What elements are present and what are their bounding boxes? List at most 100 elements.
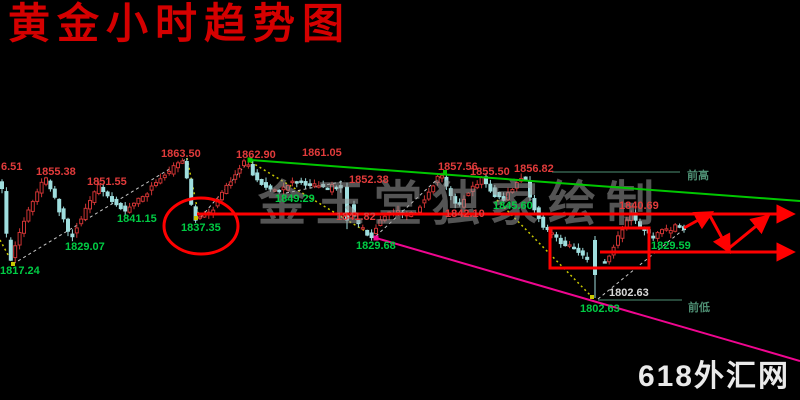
candle-body <box>0 181 4 190</box>
candle-body <box>92 191 97 204</box>
candle-body <box>352 204 356 217</box>
candle-body <box>162 174 167 179</box>
candle-body <box>607 255 612 263</box>
candle-body <box>44 177 48 185</box>
point-marker <box>194 216 198 220</box>
candle-body <box>233 174 238 180</box>
candle-body <box>651 235 656 239</box>
projection-arrow <box>683 211 715 230</box>
candle-body <box>52 188 57 198</box>
candle-body <box>668 230 673 234</box>
candle-body <box>57 198 62 213</box>
watermark-618: 618外汇网 <box>637 360 790 393</box>
candle-body <box>277 189 282 193</box>
candle-body <box>180 160 185 164</box>
candle-body <box>576 247 581 253</box>
candle-body <box>88 200 92 210</box>
candle-body <box>488 183 493 192</box>
point-marker <box>11 262 15 266</box>
candle-body <box>96 184 101 195</box>
candle-body <box>563 240 568 247</box>
candle-body <box>242 160 246 167</box>
highlight-ellipse <box>162 196 240 256</box>
candle-body <box>118 203 123 210</box>
candle-body <box>501 196 506 201</box>
candle-body <box>294 181 299 184</box>
candle-body <box>189 178 194 205</box>
candle-body <box>334 186 339 190</box>
candle-body <box>655 232 660 239</box>
projection-arrow <box>707 213 731 255</box>
candle-body <box>620 229 625 239</box>
candle-body <box>303 181 308 186</box>
candle-body <box>321 183 326 188</box>
yellow-dashed-line <box>250 161 376 238</box>
candle-body <box>374 227 378 235</box>
candle-body <box>101 186 106 193</box>
candle-body <box>259 179 264 185</box>
candle-body <box>48 180 53 190</box>
page-title: 黄金小时趋势图 <box>8 2 352 48</box>
candle-body <box>140 196 145 202</box>
candle-body <box>585 256 590 260</box>
candle-body <box>514 182 519 189</box>
candle-body <box>506 192 510 201</box>
zigzag-dashed-line <box>597 228 685 300</box>
candle-body <box>132 202 136 207</box>
candle-body <box>70 233 75 238</box>
candle-body <box>83 207 88 221</box>
candle-body <box>13 245 18 259</box>
candle-body <box>457 202 462 205</box>
candle-body <box>286 184 290 191</box>
candle-body <box>593 239 597 275</box>
candle-body <box>299 180 304 183</box>
candle-body <box>554 234 559 238</box>
candle-body <box>312 183 317 187</box>
point-marker <box>373 235 379 241</box>
candle-body <box>475 183 480 189</box>
candle-body <box>338 185 343 189</box>
candle-body <box>431 185 436 193</box>
candle-body <box>462 198 466 208</box>
candle-body <box>448 188 453 197</box>
candle-body <box>145 193 150 198</box>
candle-body <box>356 219 361 225</box>
candle-body <box>422 199 427 204</box>
candle-body <box>105 191 110 197</box>
point-marker <box>247 157 253 163</box>
candle-body <box>382 215 387 221</box>
zigzag-dashed-line <box>12 158 187 265</box>
candle-body <box>264 182 268 188</box>
candle-body <box>66 218 70 232</box>
zigzag-dashed-line <box>285 180 346 194</box>
watermark-center: 金玉堂独家绘制 <box>257 178 664 231</box>
candle-body <box>224 184 229 195</box>
candle-body <box>281 186 286 191</box>
candle-body <box>4 191 9 234</box>
candle-body <box>325 187 330 191</box>
candle-body <box>567 244 572 247</box>
descending-trendline-magenta <box>375 237 800 362</box>
candle-body <box>435 175 440 183</box>
candle-body <box>532 198 537 211</box>
candle-body <box>664 228 669 231</box>
candle-body <box>114 198 119 206</box>
candle-body <box>26 209 31 222</box>
candle-body <box>220 191 224 201</box>
candle-body <box>17 232 22 246</box>
candle-body <box>39 181 44 194</box>
candle-body <box>167 170 172 174</box>
candle-body <box>440 175 444 179</box>
candle-body <box>308 183 312 186</box>
candle-body <box>198 216 202 219</box>
candle-body <box>250 164 255 176</box>
candle-body <box>360 227 365 230</box>
candle-body <box>158 178 163 184</box>
candle-body <box>228 181 233 186</box>
point-marker <box>590 295 594 299</box>
candle-body <box>290 180 295 184</box>
candle-body <box>497 192 502 198</box>
candle-body <box>8 239 13 261</box>
candle-body <box>492 187 497 197</box>
